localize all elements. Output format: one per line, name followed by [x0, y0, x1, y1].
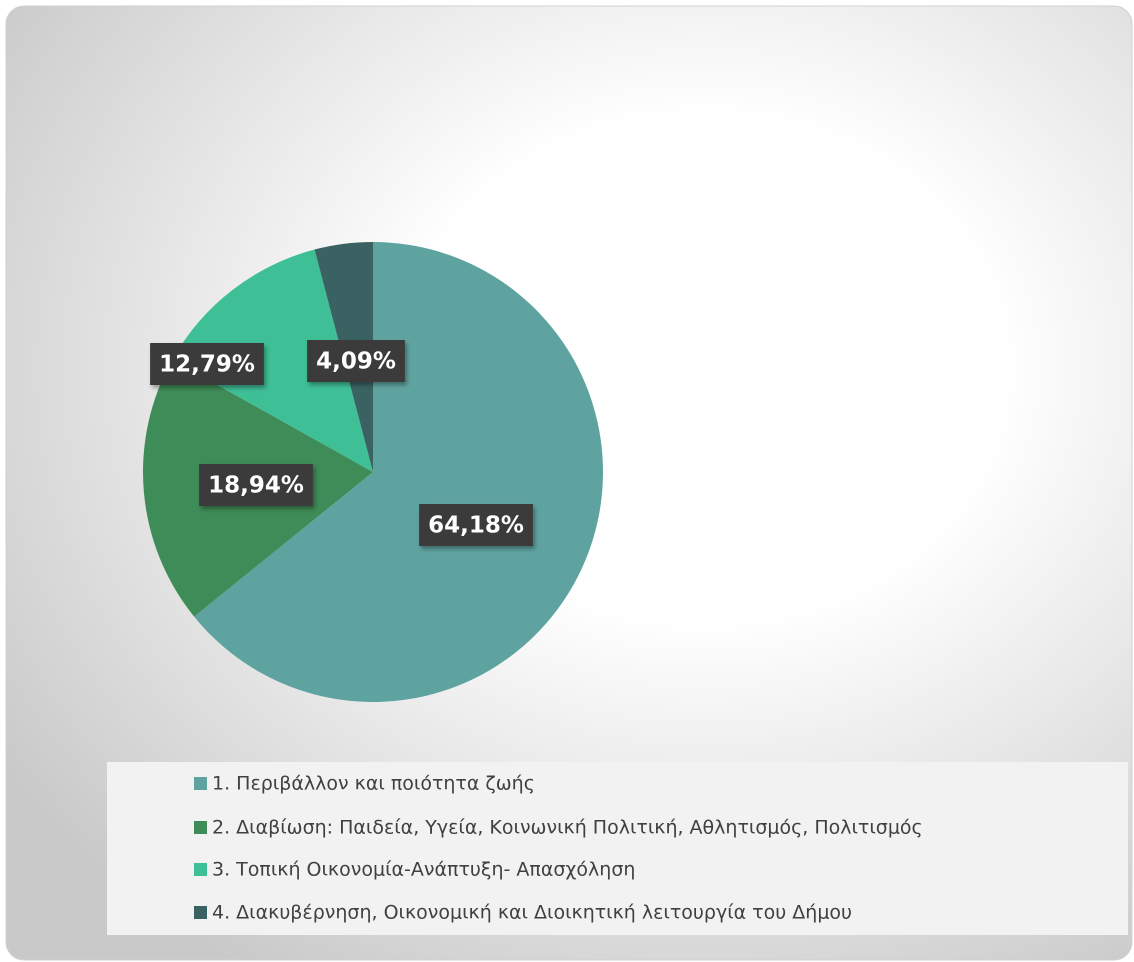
legend-swatch — [194, 906, 207, 919]
data-label-box — [150, 343, 264, 385]
legend-swatch — [194, 777, 207, 790]
legend-label: 3. Τοπική Οικονομία-Ανάπτυξη- Απασχόληση — [212, 859, 635, 881]
pie-slice — [194, 242, 603, 702]
legend-label: 1. Περιβάλλον και ποιότητα ζωής — [212, 773, 535, 795]
data-label: 64,18% — [428, 513, 524, 539]
legend-label: 4. Διακυβέρνηση, Οικονομική και Διοικητι… — [212, 902, 852, 924]
data-label: 18,94% — [208, 473, 304, 499]
legend-swatch — [194, 863, 207, 876]
data-label: 12,79% — [159, 352, 255, 378]
legend-swatch — [194, 821, 207, 834]
legend-box — [107, 762, 1128, 935]
data-label-box — [307, 340, 405, 382]
legend-label: 2. Διαβίωση: Παιδεία, Υγεία, Κοινωνική Π… — [212, 817, 923, 839]
data-label-box — [199, 464, 313, 506]
data-label: 4,09% — [316, 349, 396, 375]
pie-slice — [172, 249, 373, 472]
data-label-box — [419, 504, 533, 546]
